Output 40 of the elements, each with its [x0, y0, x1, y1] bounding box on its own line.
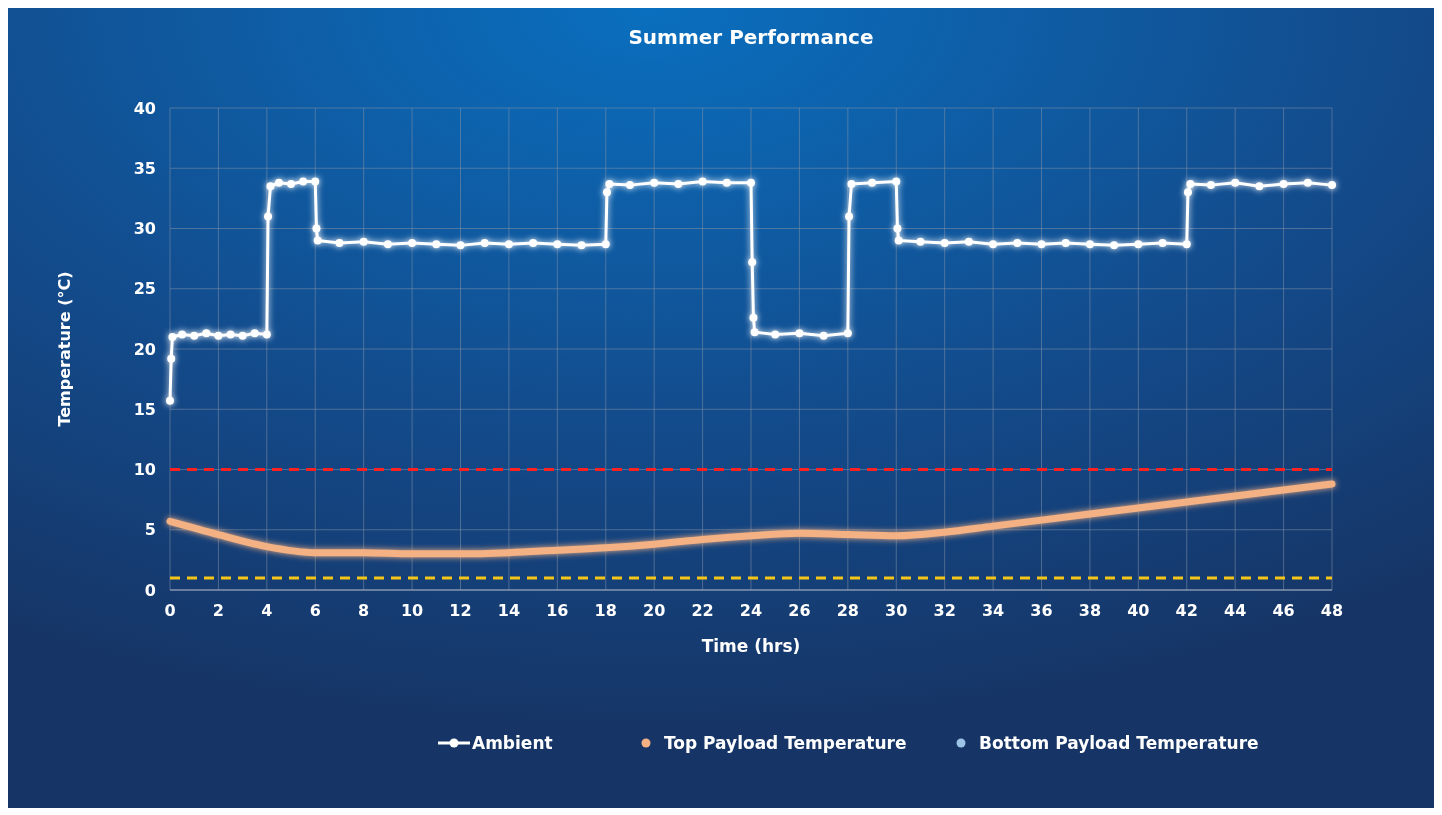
y-tick-label: 5 — [144, 520, 156, 540]
x-tick-label: 22 — [691, 601, 714, 620]
x-tick-label: 44 — [1224, 601, 1247, 620]
x-tick-label: 46 — [1272, 601, 1295, 620]
x-tick-label: 16 — [546, 601, 569, 620]
y-tick-label: 35 — [133, 158, 156, 178]
x-tick-label: 38 — [1078, 601, 1102, 620]
y-tick-label: 0 — [144, 580, 156, 600]
x-tick-label: 8 — [358, 601, 370, 620]
x-tick-label: 34 — [981, 601, 1005, 620]
x-tick-label: 4 — [261, 601, 273, 620]
x-tick-label: 2 — [212, 601, 224, 620]
y-tick-label: 40 — [133, 98, 156, 118]
y-tick-label: 25 — [133, 279, 156, 299]
x-tick-label: 24 — [739, 601, 763, 620]
x-tick-label: 28 — [836, 601, 859, 620]
y-tick-label: 15 — [133, 399, 156, 419]
y-tick-label: 10 — [133, 460, 156, 480]
y-tick-label: 30 — [133, 219, 156, 239]
chart-title: Summer Performance — [628, 25, 874, 49]
x-tick-label: 48 — [1320, 601, 1344, 620]
x-tick-label: 42 — [1175, 601, 1198, 620]
x-tick-label: 18 — [594, 601, 617, 620]
x-axis-title: Time (hrs) — [701, 636, 801, 656]
x-tick-label: 0 — [164, 601, 176, 620]
legend-label: Bottom Payload Temperature — [979, 732, 1259, 753]
x-tick-label: 30 — [885, 601, 908, 620]
legend-label: Top Payload Temperature — [664, 732, 907, 753]
x-tick-label: 14 — [497, 601, 521, 620]
x-tick-label: 36 — [1030, 601, 1053, 620]
y-axis-title: Temperature (°C) — [55, 271, 74, 427]
x-tick-label: 12 — [449, 601, 472, 620]
x-tick-label: 40 — [1127, 601, 1150, 620]
x-tick-label: 20 — [643, 601, 666, 620]
y-tick-label: 20 — [133, 339, 156, 359]
x-tick-label: 26 — [788, 601, 811, 620]
x-tick-label: 6 — [309, 601, 321, 620]
x-tick-label: 32 — [933, 601, 956, 620]
legend-label: Ambient — [472, 732, 553, 753]
x-tick-label: 10 — [400, 601, 424, 620]
